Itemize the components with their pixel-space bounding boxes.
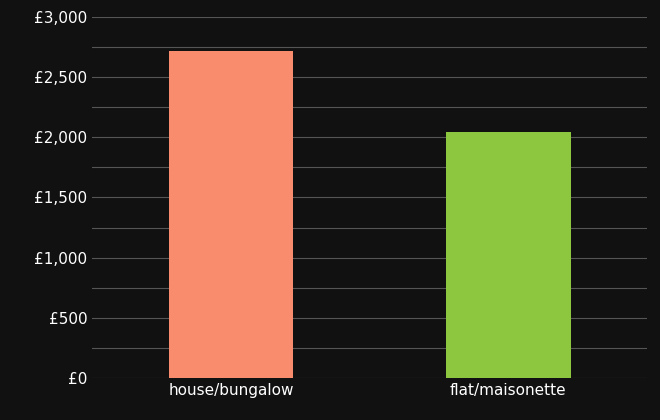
Bar: [446, 132, 570, 378]
Bar: [169, 50, 293, 378]
